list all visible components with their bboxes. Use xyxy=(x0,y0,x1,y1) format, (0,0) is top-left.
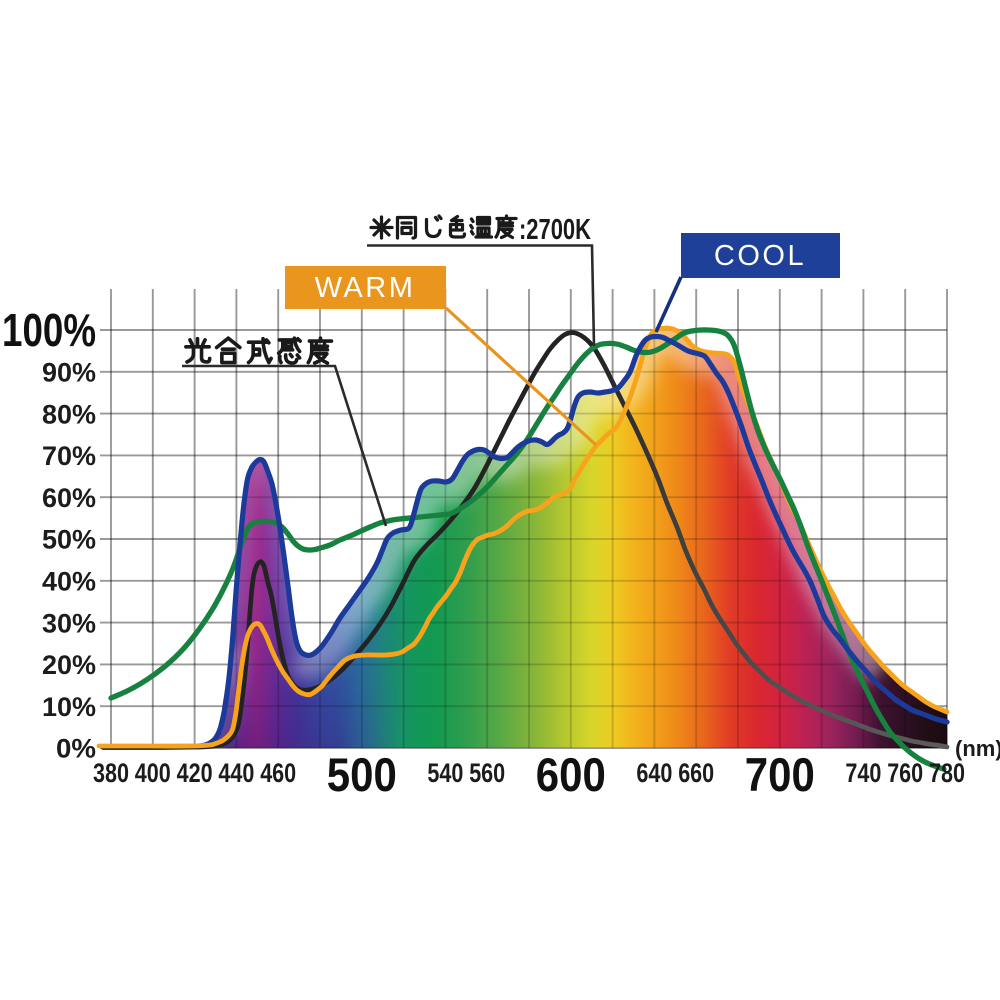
svg-text:660: 660 xyxy=(678,758,714,788)
svg-text:380: 380 xyxy=(93,758,129,788)
svg-text:400: 400 xyxy=(135,758,171,788)
svg-text:700: 700 xyxy=(745,748,815,801)
svg-text:(nm): (nm) xyxy=(955,736,1000,761)
svg-text:30%: 30% xyxy=(42,608,96,638)
svg-text::2700K: :2700K xyxy=(519,214,591,246)
svg-text:50%: 50% xyxy=(42,525,96,555)
svg-text:540: 540 xyxy=(427,758,463,788)
svg-text:WARM: WARM xyxy=(315,272,416,304)
svg-text:0%: 0% xyxy=(56,734,96,764)
svg-text:760: 760 xyxy=(887,758,923,788)
svg-text:40%: 40% xyxy=(42,567,96,597)
svg-text:90%: 90% xyxy=(42,358,96,388)
svg-text:640: 640 xyxy=(636,758,672,788)
svg-text:600: 600 xyxy=(536,748,606,801)
svg-text:20%: 20% xyxy=(42,650,96,680)
svg-text:70%: 70% xyxy=(42,441,96,471)
svg-text:100%: 100% xyxy=(2,304,96,356)
svg-text:60%: 60% xyxy=(42,483,96,513)
svg-text:460: 460 xyxy=(260,758,296,788)
svg-text:420: 420 xyxy=(177,758,213,788)
svg-text:440: 440 xyxy=(218,758,254,788)
svg-text:560: 560 xyxy=(469,758,505,788)
svg-text:740: 740 xyxy=(845,758,881,788)
svg-text:500: 500 xyxy=(327,748,397,801)
svg-text:780: 780 xyxy=(929,758,965,788)
svg-text:10%: 10% xyxy=(42,692,96,722)
svg-text:80%: 80% xyxy=(42,399,96,429)
svg-text:COOL: COOL xyxy=(714,240,806,272)
